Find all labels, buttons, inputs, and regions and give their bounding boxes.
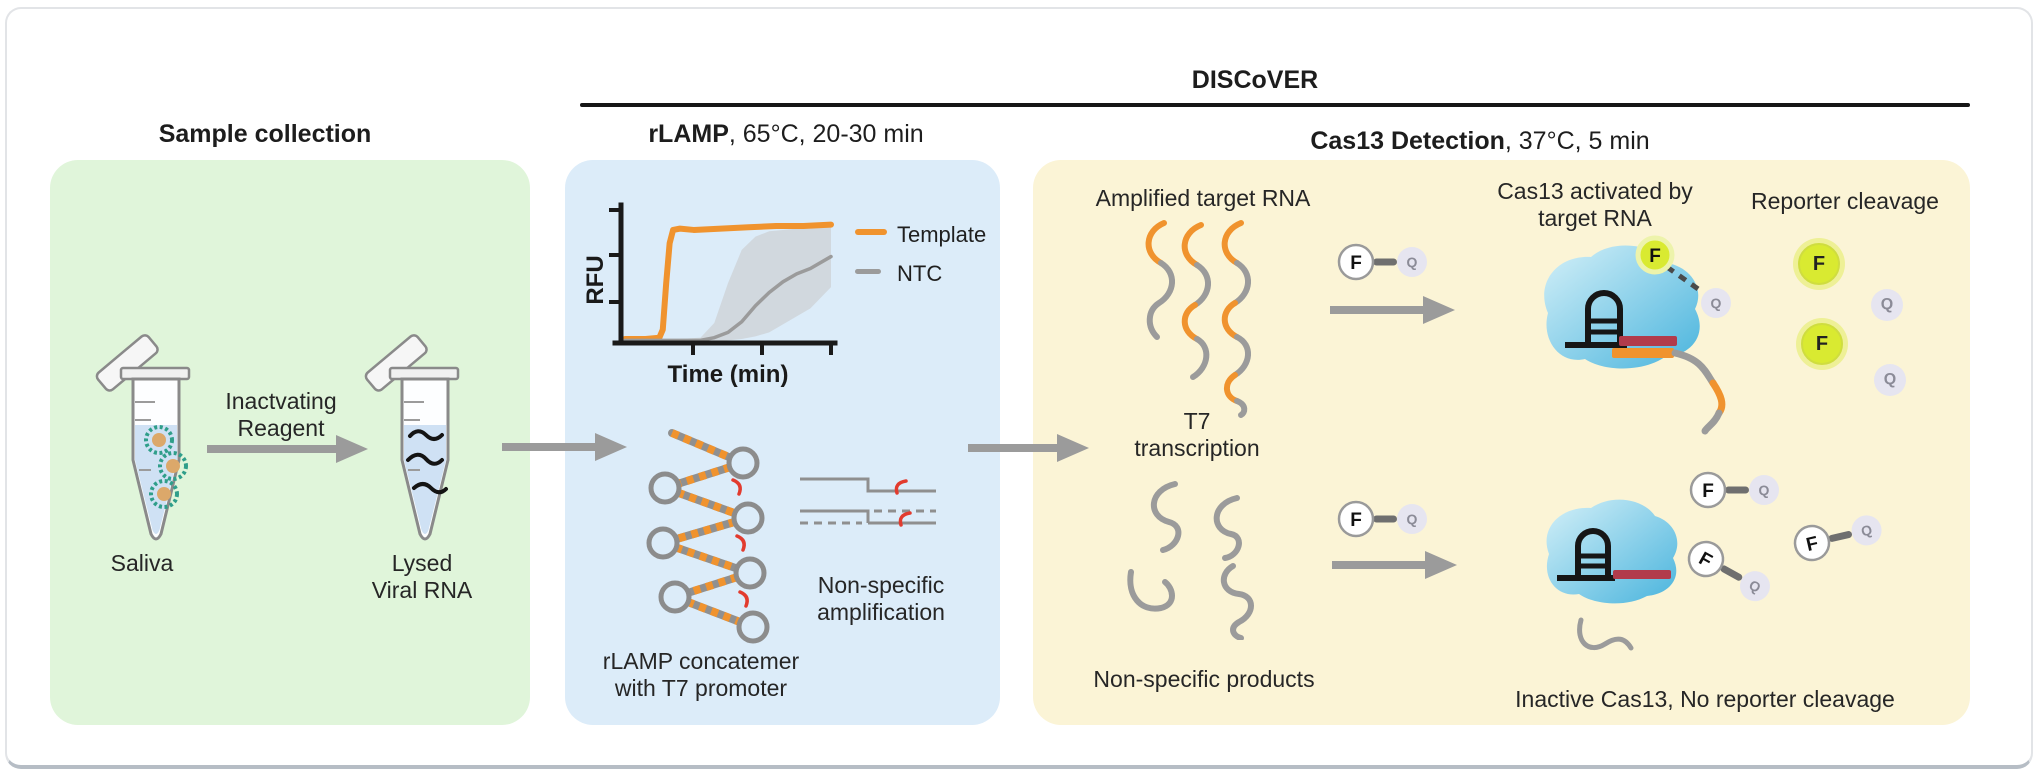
quencher-label: Q: [1407, 254, 1418, 270]
activated-line1: Cas13 activated by: [1497, 178, 1693, 204]
legend-template-label: Template: [897, 222, 986, 247]
t7-line2: transcription: [1134, 435, 1260, 461]
free-quencher-icon: Q: [1874, 364, 1906, 396]
lysed-line2: Viral RNA: [371, 577, 473, 603]
virus-icon: [149, 479, 179, 509]
amplified-target-rna-label: Amplified target RNA: [1095, 185, 1311, 211]
rna-squiggle-icon: [406, 429, 448, 495]
nonspecific-amplification-icon: [800, 477, 936, 527]
t7-transcription-label: T7 transcription: [1134, 408, 1259, 462]
legend-template-swatch: [855, 229, 887, 235]
activated-line2: target RNA: [1538, 205, 1652, 231]
uncut-rna-squiggle-icon: [1577, 617, 1634, 651]
svg-text:Q: Q: [1759, 482, 1770, 498]
svg-text:Q: Q: [1407, 511, 1418, 527]
target-rna-tail-icon: [1671, 349, 1726, 435]
rlamp-header: rLAMP, 65°C, 20-30 min: [648, 120, 923, 149]
rlamp-panel: RFU Time (min) Template NTC: [565, 160, 1000, 725]
svg-text:Q: Q: [1711, 295, 1722, 311]
sample-collection-header-text: Sample collection: [158, 120, 372, 148]
nonspecific-line1: Non-specific: [817, 572, 945, 598]
sample-collection-panel: Inactvating Reagent Saliva Lysed Viral R…: [50, 160, 530, 725]
inactivating-reagent-line1: Inactvating: [225, 388, 337, 414]
t7-line1: T7: [1183, 408, 1211, 434]
chart-legend: Template NTC: [855, 222, 986, 286]
inactive-cas13-complex-icon: [1546, 499, 1678, 651]
nonspecific-products-icon: [1127, 481, 1254, 640]
chart-x-ticks: [691, 343, 833, 355]
fq-reporter-icon: F Q: [1689, 471, 1779, 509]
virus-icon: [158, 451, 188, 481]
free-fluorophore-icon: F: [1801, 323, 1843, 365]
chart-ylabel: RFU: [582, 255, 609, 304]
sample-collection-header: Sample collection: [159, 120, 372, 149]
cas13-protein-blob: [1546, 499, 1678, 604]
inactivating-reagent-line2: Reagent: [237, 415, 325, 441]
rlamp-amplification-chart: RFU Time (min) Template NTC: [582, 202, 986, 388]
lysed-line1: Lysed: [391, 550, 453, 576]
figure-title: DISCoVER: [1191, 66, 1319, 94]
inactive-cas13-label: Inactive Cas13, No reporter cleavage: [1515, 686, 1895, 712]
rlamp-header-rest: , 65°C, 20-30 min: [728, 120, 924, 148]
nonspecific-amplification-label: Non-specific amplification: [817, 572, 945, 626]
fq-reporter-icon: F Q: [1687, 540, 1770, 602]
nonspecific-products-label: Non-specific products: [1093, 666, 1315, 692]
cas13-detection-panel: Amplified target RNA T7 transcription F …: [1033, 160, 1970, 725]
cas13-activated-label: Cas13 activated by target RNA: [1497, 178, 1693, 232]
fq-reporter-icon: F Q: [1337, 500, 1427, 538]
primer-hook-icons: [731, 478, 749, 608]
reporter-cleavage-label: Reporter cleavage: [1751, 188, 1939, 214]
svg-text:F: F: [1804, 533, 1820, 556]
concatemer-label: rLAMP concatemer with T7 promoter: [603, 648, 799, 702]
target-rna-bar: [1612, 348, 1674, 358]
chart-xlabel: Time (min): [668, 361, 789, 388]
lysed-rna-tube-icon: [364, 334, 460, 541]
fluorophore-label: F: [1350, 253, 1362, 274]
discover-scope-line: [580, 103, 1970, 107]
cas13-header-rest: , 37°C, 5 min: [1504, 127, 1650, 155]
cleaved-quencher-icon: Q: [1701, 288, 1731, 318]
cas13-detection-header: Cas13 Detection, 37°C, 5 min: [1310, 127, 1649, 156]
cleaved-fluorophore-icon: F: [1635, 235, 1675, 275]
free-fluorophore-icon: F: [1798, 243, 1840, 285]
crrna-hairpin-icon: [1565, 290, 1627, 348]
cleaved-linker-icon: [1665, 264, 1703, 294]
legend-ntc-swatch: [855, 269, 881, 274]
svg-text:F: F: [1350, 510, 1362, 531]
free-quencher-icon: Q: [1871, 289, 1903, 321]
target-rna-strands-icon: [1145, 220, 1251, 418]
active-cas13-complex-icon: F Q: [1544, 235, 1731, 435]
rlamp-concatemer-icon: [646, 429, 770, 644]
concatemer-line2: with T7 promoter: [614, 675, 788, 701]
fq-reporter-icon: F Q: [1337, 243, 1427, 281]
crrna-spacer-bar: [1619, 336, 1677, 346]
saliva-tube-icon: [95, 334, 191, 541]
fq-reporter-icon: F Q: [1793, 515, 1882, 562]
svg-text:F: F: [1649, 246, 1661, 267]
concatemer-line1: rLAMP concatemer: [602, 648, 800, 674]
saliva-label: Saliva: [110, 550, 174, 576]
chart-y-ticks: [609, 208, 621, 304]
crrna-spacer-bar: [1613, 570, 1671, 579]
nonspecific-line2: amplification: [817, 599, 945, 625]
lysed-viral-rna-label: Lysed Viral RNA: [372, 550, 473, 604]
legend-ntc-label: NTC: [897, 261, 942, 286]
chart-curves: [622, 221, 834, 343]
svg-text:Q: Q: [1859, 521, 1873, 539]
inactivating-reagent-label: Inactvating Reagent: [225, 388, 336, 442]
virus-icon: [144, 425, 174, 455]
svg-text:F: F: [1702, 481, 1714, 502]
cas13-header-bold: Cas13 Detection: [1310, 127, 1505, 155]
crrna-hairpin-icon: [1557, 528, 1615, 581]
rlamp-header-bold: rLAMP: [648, 120, 729, 148]
